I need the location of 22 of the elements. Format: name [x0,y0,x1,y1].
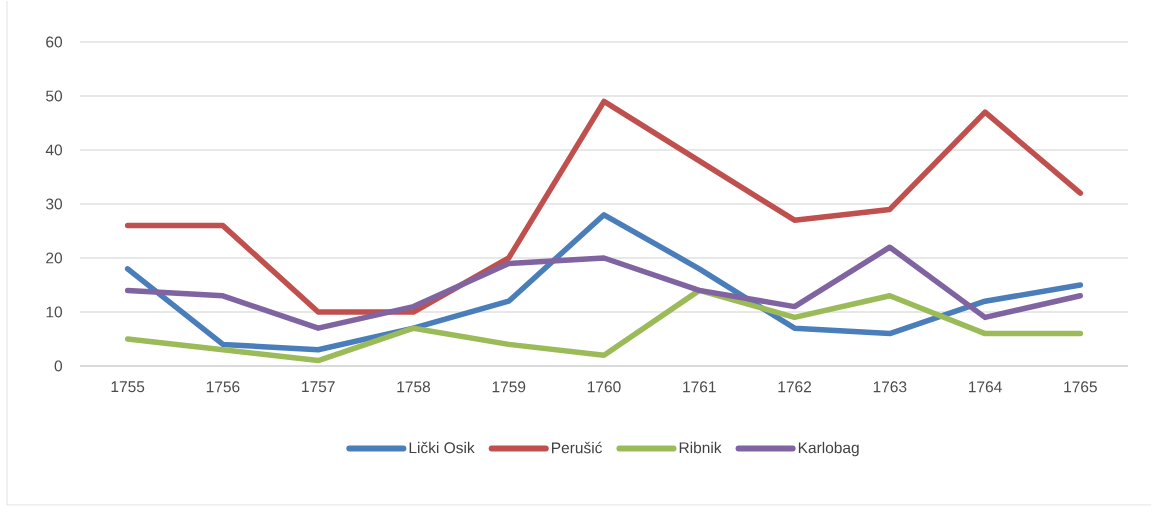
x-tick-label: 1756 [206,381,240,393]
x-tick-label: 1760 [587,381,621,393]
x-tick-label: 1762 [778,381,811,393]
legend-label: Perušić [552,441,603,454]
x-tick-label: 1759 [492,381,526,393]
legend-label: Karlobag [798,441,859,457]
y-tick-label: 40 [45,144,63,156]
legend-label: Ribnik [679,441,722,454]
y-tick-label: 10 [46,306,63,318]
y-tick-label: 30 [46,198,63,210]
x-tick-label: 1761 [683,381,716,393]
x-tick-label: 1764 [969,381,1002,393]
y-tick-label: 20 [46,252,63,264]
legend-label: Lički Osik [409,441,475,454]
y-tick-label: 0 [54,360,63,372]
x-tick-label: 1757 [302,381,335,393]
x-tick-label: 1758 [397,381,431,393]
x-tick-label: 1763 [873,381,907,393]
y-tick-label: 60 [46,36,63,48]
y-tick-label: 50 [46,90,63,102]
x-tick-label: 1765 [1064,381,1097,393]
x-tick-label: 1755 [111,381,145,393]
